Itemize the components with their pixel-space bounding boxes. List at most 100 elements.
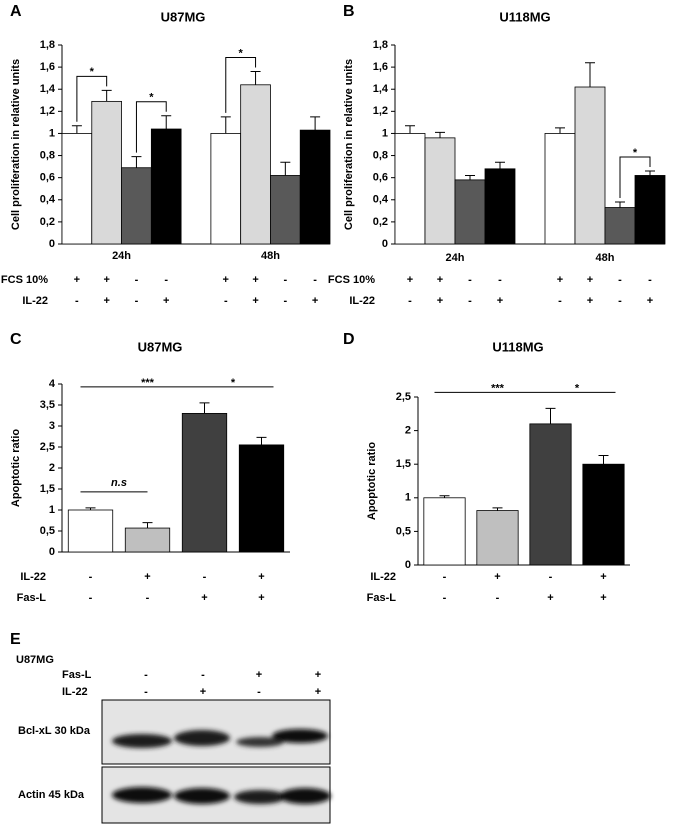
condition-sign: + xyxy=(600,592,606,604)
condition-label: IL-22 xyxy=(370,571,396,583)
significance-label: *** xyxy=(141,377,155,389)
error-bar xyxy=(256,436,267,445)
bar xyxy=(544,133,576,245)
chart-title: U118MG xyxy=(492,339,543,354)
condition-sign: + xyxy=(587,295,593,307)
blot-band xyxy=(279,788,331,804)
blot-band xyxy=(234,790,286,804)
error-bar xyxy=(645,170,655,176)
panel-letter: D xyxy=(343,331,355,348)
y-tick-label: 1 xyxy=(49,504,55,516)
bar xyxy=(240,84,271,245)
bar xyxy=(424,137,456,245)
y-tick-label: 0,8 xyxy=(40,149,55,161)
chart-title: U87MG xyxy=(161,9,206,24)
condition-sign: - xyxy=(201,669,205,681)
error-bar xyxy=(161,115,172,130)
bar xyxy=(484,168,516,245)
error-bar xyxy=(220,116,231,134)
condition-sign: + xyxy=(647,295,653,307)
blot-band xyxy=(272,729,328,743)
condition-sign: + xyxy=(315,669,321,681)
condition-sign: - xyxy=(89,571,93,583)
y-tick-label: 1 xyxy=(49,127,55,139)
condition-sign: + xyxy=(315,686,321,698)
y-tick-label: 1 xyxy=(382,127,388,139)
y-tick-label: 1 xyxy=(405,492,411,504)
condition-sign: - xyxy=(257,686,261,698)
y-tick-label: 0,5 xyxy=(40,525,55,537)
y-axis-label: Cell proliferation in relative units xyxy=(343,59,355,230)
condition-sign: + xyxy=(557,274,563,286)
condition-sign: + xyxy=(600,571,606,583)
condition-sign: - xyxy=(313,274,317,286)
condition-sign: - xyxy=(648,274,652,286)
condition-sign: + xyxy=(163,295,169,307)
x-tick-label: 24h xyxy=(112,250,131,262)
bar xyxy=(121,167,152,245)
condition-sign: - xyxy=(468,295,472,307)
western-blot: E U87MG Bcl-xL 30 kDa Actin 45 kDa xyxy=(10,631,331,824)
x-tick-label: 24h xyxy=(446,252,465,264)
significance-bracket xyxy=(135,101,167,153)
error-bar xyxy=(142,522,153,529)
error-bar xyxy=(280,161,291,176)
error-bar xyxy=(545,407,556,424)
bar xyxy=(67,509,114,553)
error-bar xyxy=(439,495,450,498)
y-tick-label: 1,8 xyxy=(373,39,388,51)
bar xyxy=(150,128,182,245)
condition-label: Fas-L xyxy=(367,592,397,604)
condition-sign: + xyxy=(587,274,593,286)
condition-sign: + xyxy=(74,274,80,286)
bar xyxy=(423,497,466,566)
y-tick-label: 1,5 xyxy=(396,458,411,470)
condition-sign: + xyxy=(252,295,258,307)
significance-label: * xyxy=(231,377,236,389)
y-tick-label: 0,4 xyxy=(40,194,56,206)
condition-sign: + xyxy=(103,295,109,307)
y-tick-label: 0,4 xyxy=(373,194,389,206)
condition-sign: + xyxy=(144,571,150,583)
significance-label: * xyxy=(239,47,244,59)
significance-label: * xyxy=(149,92,154,104)
y-axis-label: Apoptotic ratio xyxy=(10,429,22,507)
blot-band xyxy=(174,730,230,746)
condition-sign: - xyxy=(549,571,553,583)
error-bar xyxy=(492,507,503,511)
significance-label: * xyxy=(633,147,638,159)
y-tick-label: 0 xyxy=(382,238,388,250)
y-tick-label: 0,2 xyxy=(40,216,55,228)
condition-label: FCS 10% xyxy=(328,274,375,286)
condition-label: IL-22 xyxy=(349,295,375,307)
error-bar xyxy=(435,131,445,138)
panel-letter: A xyxy=(10,3,22,20)
error-bar xyxy=(555,127,565,134)
blot-band xyxy=(236,737,284,747)
error-bar xyxy=(85,507,96,510)
condition-sign: + xyxy=(103,274,109,286)
condition-label: Fas-L xyxy=(62,669,92,681)
condition-sign: + xyxy=(494,571,500,583)
y-tick-label: 1,2 xyxy=(373,105,388,117)
condition-sign: - xyxy=(144,669,148,681)
band-label: Bcl-xL 30 kDa xyxy=(18,725,91,737)
condition-sign: - xyxy=(135,274,139,286)
error-bar xyxy=(250,71,261,85)
significance-label: n.s xyxy=(111,477,127,489)
y-tick-label: 3,5 xyxy=(40,399,55,411)
band-label: Actin 45 kDa xyxy=(18,789,85,801)
panel-letter: C xyxy=(10,331,22,348)
y-tick-label: 0,5 xyxy=(396,525,411,537)
condition-sign: + xyxy=(256,669,262,681)
condition-sign: - xyxy=(558,295,562,307)
bar xyxy=(270,175,301,245)
error-bar xyxy=(310,116,321,131)
significance-label: * xyxy=(90,66,95,78)
y-tick-label: 1,2 xyxy=(40,105,55,117)
y-tick-label: 0,6 xyxy=(373,172,388,184)
y-tick-label: 1,4 xyxy=(373,83,389,95)
bar xyxy=(604,207,636,245)
error-bar xyxy=(465,174,475,180)
